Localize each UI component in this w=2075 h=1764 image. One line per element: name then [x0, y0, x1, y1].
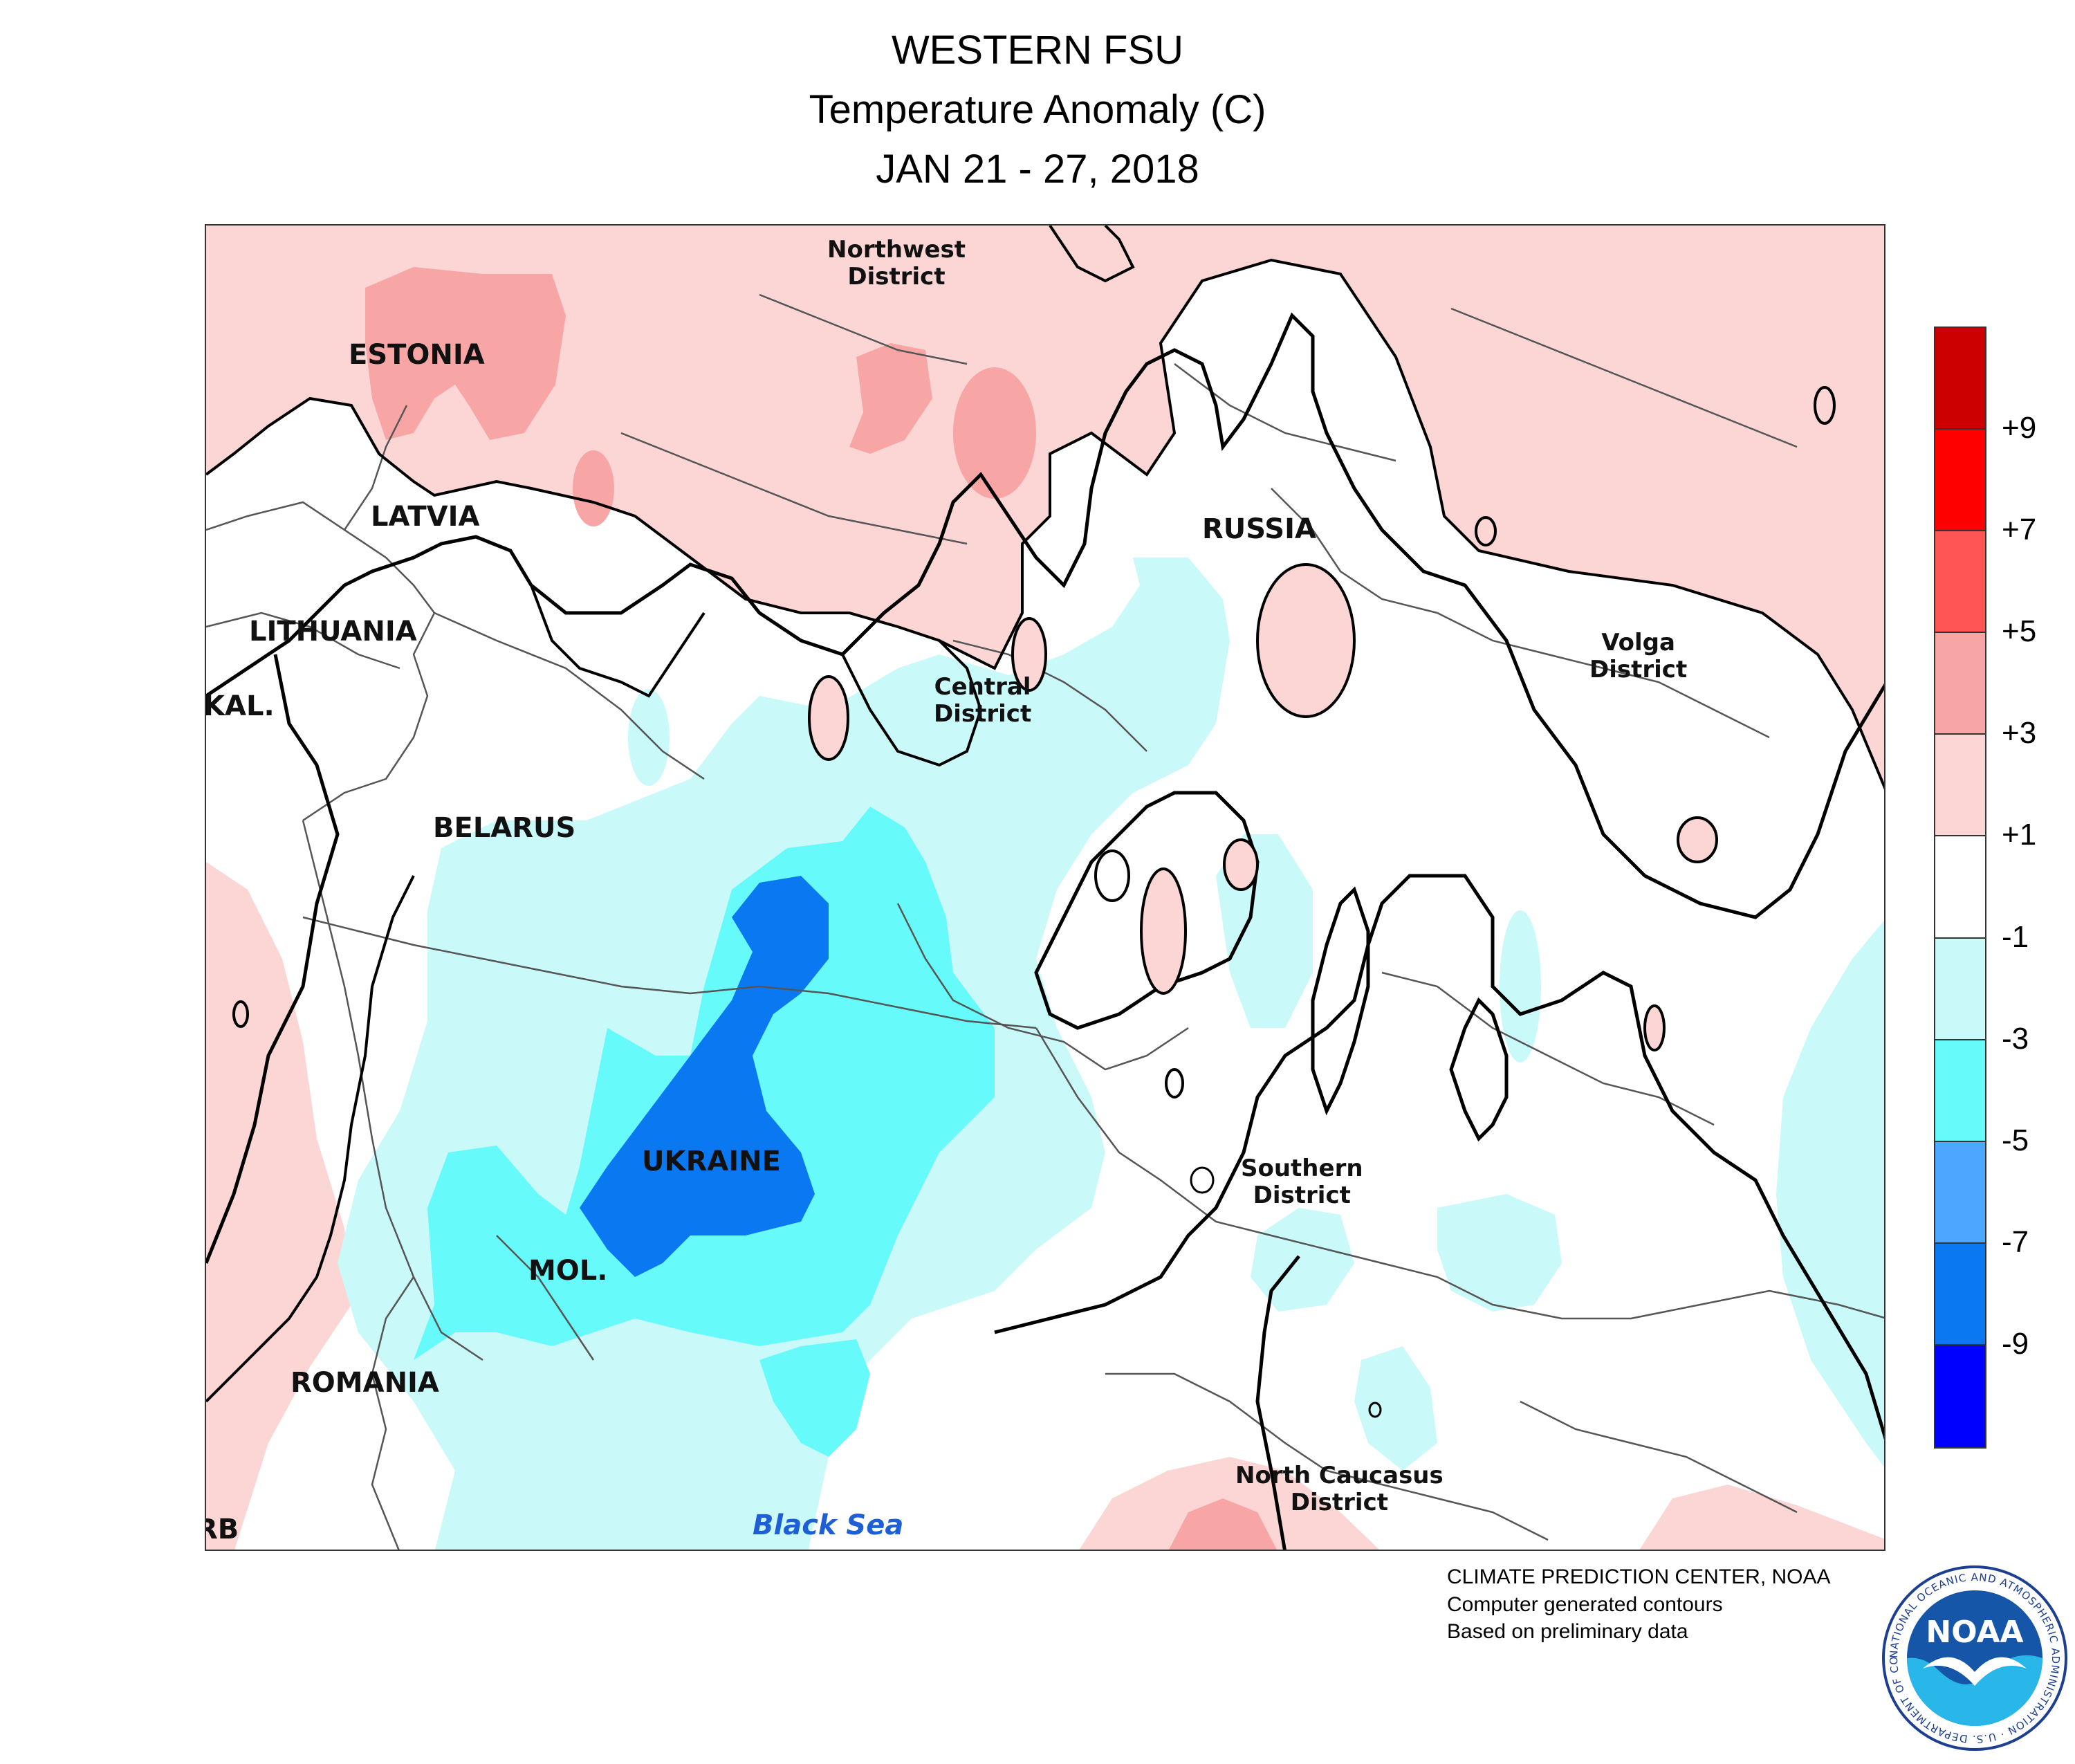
noaa-logo-icon: NOAA NATIONAL OCEANIC AND ATMOSPHERIC AD… — [1876, 1555, 2068, 1752]
label-north-caucasus-district: North Caucasus District — [1235, 1462, 1444, 1517]
legend-tick-label: -9 — [2002, 1326, 2029, 1361]
colder-region-crimea — [759, 1339, 870, 1457]
warm-core-3 — [953, 367, 1036, 499]
label-latvia: LATVIA — [371, 501, 480, 533]
label-mol: MOL. — [528, 1255, 608, 1287]
legend-swatch — [1935, 938, 1985, 1040]
map-panel: ESTONIA LATVIA LITHUANIA KAL. BELARUS UK… — [205, 224, 1885, 1551]
label-rb: RB — [206, 1514, 239, 1545]
label-ukraine: UKRAINE — [642, 1146, 781, 1177]
legend-tick-label: +9 — [2002, 411, 2037, 445]
credits: CLIMATE PREDICTION CENTER, NOAA Computer… — [1447, 1563, 1831, 1646]
warm-contour-patches — [808, 516, 1718, 1051]
legend-swatch — [1935, 430, 1985, 532]
cold-region-east-2 — [1500, 910, 1541, 1063]
label-northwest-district: Northwest District — [827, 236, 966, 291]
legend-swatch — [1935, 531, 1985, 634]
label-russia: RUSSIA — [1202, 513, 1316, 545]
legend-tick-label: +1 — [2002, 818, 2037, 852]
legend-swatch — [1935, 633, 1985, 735]
label-central-district: Central District — [934, 673, 1032, 728]
warm-region-southeast — [1639, 1485, 1884, 1550]
label-volga-district: Volga District — [1589, 629, 1688, 684]
color-legend — [1934, 327, 1986, 1449]
legend-swatch — [1935, 1345, 1985, 1447]
label-romania: ROMANIA — [290, 1367, 439, 1399]
warm-core-caucasus — [1169, 1498, 1277, 1550]
legend-tick-label: +5 — [2002, 614, 2037, 649]
coldest-core-ukraine — [580, 876, 829, 1277]
legend-swatch — [1935, 1141, 1985, 1244]
legend-tick-label: +7 — [2002, 513, 2037, 547]
warm-core-estonia — [365, 267, 566, 440]
legend-tick-label: -7 — [2002, 1224, 2029, 1259]
cold-region-south-3 — [1354, 1346, 1437, 1471]
cold-region-far-east — [1776, 920, 1884, 1467]
legend-swatch — [1935, 836, 1985, 939]
warm-region-west — [206, 862, 351, 1550]
subtitle: Temperature Anomaly (C) — [809, 87, 1266, 132]
legend-swatch — [1935, 735, 1985, 837]
cold-region-south-2 — [1437, 1194, 1562, 1312]
credit-line-1: CLIMATE PREDICTION CENTER, NOAA — [1447, 1565, 1831, 1588]
date-range: JAN 21 - 27, 2018 — [876, 147, 1199, 192]
legend-tick-label: -1 — [2002, 919, 2029, 954]
warm-core-2 — [849, 343, 932, 454]
legend-swatch — [1935, 328, 1985, 430]
label-estonia: ESTONIA — [349, 339, 485, 371]
warm-core-1 — [573, 450, 614, 526]
legend-tick-label: -3 — [2002, 1021, 2029, 1056]
noaa-logo-text: NOAA — [1926, 1615, 2023, 1650]
credit-line-3: Based on preliminary data — [1447, 1620, 1688, 1644]
label-lithuania: LITHUANIA — [249, 616, 417, 647]
title: WESTERN FSU — [891, 28, 1184, 73]
label-kal: KAL. — [205, 690, 275, 722]
warm-region-north — [206, 226, 1884, 787]
label-belarus: BELARUS — [433, 812, 576, 844]
legend-swatch — [1935, 1040, 1985, 1142]
anomaly-map — [206, 226, 1884, 1550]
credit-line-2: Computer generated contours — [1447, 1592, 1723, 1616]
legend-tick-label: -5 — [2002, 1123, 2029, 1157]
legend-swatch — [1935, 1243, 1985, 1345]
label-black-sea: Black Sea — [753, 1509, 904, 1541]
label-southern-district: Southern District — [1241, 1155, 1363, 1210]
contour-lines — [206, 226, 1884, 1550]
legend-tick-label: +3 — [2002, 716, 2037, 751]
